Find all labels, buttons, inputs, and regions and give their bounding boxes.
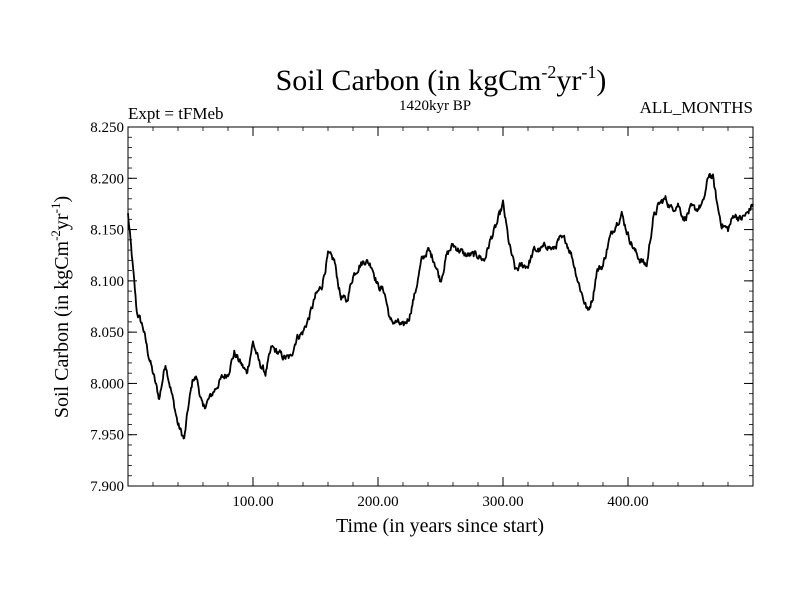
subtitle-months: ALL_MONTHS xyxy=(640,98,753,117)
x-axis: 100.00 200.00 300.00 400.00 xyxy=(152,127,729,510)
x-tick-label: 100.00 xyxy=(232,494,273,510)
soil-carbon-series-line xyxy=(127,172,754,440)
y-tick-label: 8.250 xyxy=(90,120,124,136)
y-tick-label: 7.900 xyxy=(90,479,124,495)
x-tick-label: 200.00 xyxy=(357,494,398,510)
y-tick-label: 8.150 xyxy=(90,223,124,239)
x-tick-label: 400.00 xyxy=(607,494,648,510)
subtitle-period: 1420kyr BP xyxy=(399,98,471,114)
x-axis-label: Time (in years since start) xyxy=(336,515,544,537)
chart-title: Soil Carbon (in kgCm-2yr-1) xyxy=(276,62,607,97)
x-tick-label: 300.00 xyxy=(482,494,523,510)
y-tick-label: 8.050 xyxy=(90,325,124,341)
plot-frame xyxy=(127,126,754,487)
y-tick-label: 8.200 xyxy=(90,171,124,187)
subtitle-experiment: Expt = tFMeb xyxy=(128,104,224,123)
y-axis-label: Soil Carbon (in kgCm-2yr-1) xyxy=(48,196,73,418)
y-tick-label: 7.950 xyxy=(90,428,124,444)
y-tick-label: 8.100 xyxy=(90,274,124,290)
y-axis: 7.900 7.950 8.000 8.050 8.100 8.150 8.200 8.250 xyxy=(90,120,753,495)
y-tick-label: 8.000 xyxy=(90,376,124,392)
